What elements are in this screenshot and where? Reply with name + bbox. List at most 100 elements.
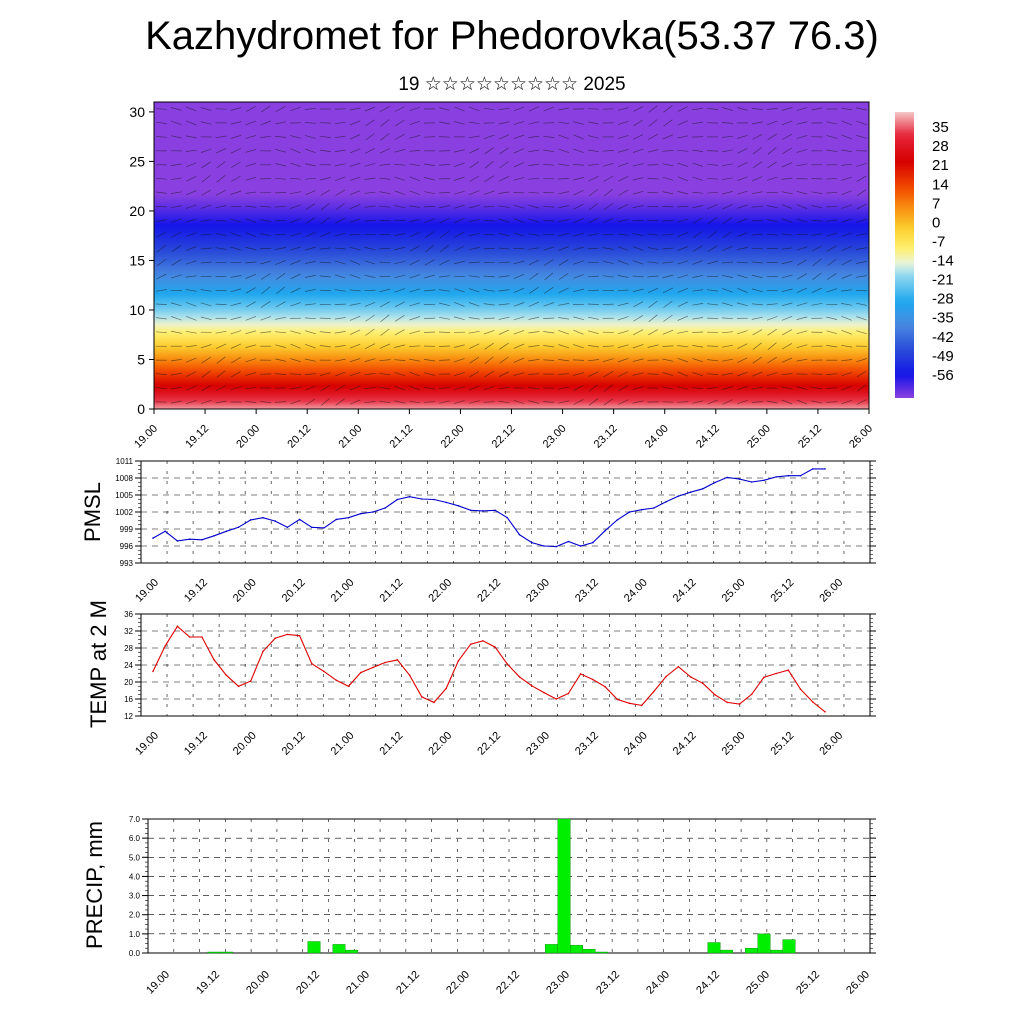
- colorbar-label: -28: [932, 291, 954, 308]
- colorbar-label: 28: [932, 138, 949, 155]
- temp-y-tick-label: 20: [124, 678, 133, 687]
- temp-point: [494, 646, 496, 648]
- pmsl-point: [518, 533, 521, 536]
- temp-point: [604, 685, 606, 688]
- temp-point: [714, 694, 716, 696]
- precip-panel: 0.0 1.0 2.0 3.0 4.0 5.0 6.0 7.0 19.00 19.12 20.00 2…: [82, 815, 876, 997]
- pmsl-x-tick-label: 20.12: [280, 577, 308, 605]
- precip-x-tick-label: 21.12: [394, 969, 422, 997]
- precip-bar: [782, 939, 796, 954]
- pmsl-point: [628, 511, 631, 513]
- precip-x-tick-label: 25.12: [794, 969, 822, 997]
- cross-section-x-tick-label: 26.00: [847, 423, 875, 451]
- temp-series: [152, 625, 826, 713]
- temp-point: [286, 633, 289, 636]
- precip-x-tick-label: 19.12: [194, 969, 222, 997]
- chart-subtitle: 19 ☆☆☆☆☆☆☆☆☆ 2025: [398, 74, 626, 95]
- temp-x-tick-label: 22.12: [475, 730, 503, 758]
- pmsl-point: [274, 520, 277, 522]
- pmsl-x-tick-label: 21.00: [329, 577, 357, 605]
- pmsl-x-tick-label: 19.12: [182, 577, 210, 605]
- pmsl-y-tick-label: 1008: [115, 474, 133, 483]
- pmsl-point: [359, 512, 362, 515]
- precip-bar: [307, 941, 321, 954]
- pmsl-point: [592, 541, 594, 544]
- colorbar-label: 35: [932, 119, 949, 136]
- pmsl-x-tick-label: 24.00: [622, 577, 650, 605]
- temp-point: [628, 702, 631, 705]
- pmsl-x-tick-label: 22.00: [426, 577, 454, 605]
- cross-section-y-tick-label: 20: [129, 203, 145, 219]
- temp-point: [188, 636, 191, 638]
- colorbar-label: -42: [932, 329, 954, 346]
- temp-x-tick-label: 25.00: [720, 730, 748, 758]
- cross-section-y-tick-label: 30: [129, 104, 145, 120]
- pmsl-line: [152, 468, 825, 548]
- cross-section-x-tick-label: 23.00: [541, 423, 569, 451]
- temp-point: [677, 665, 680, 668]
- temp-y-tick-label: 16: [124, 695, 133, 704]
- pmsl-point: [763, 479, 765, 482]
- temp-point: [616, 698, 619, 701]
- temp-x-tick-label: 25.12: [768, 730, 796, 758]
- temp-point: [384, 661, 386, 664]
- pmsl-point: [567, 540, 570, 543]
- temp-point: [274, 637, 277, 639]
- cross-section-y-tick-label: 0: [137, 401, 145, 417]
- temp-point: [408, 674, 411, 676]
- cross-section-x-tick-label: 19.12: [183, 423, 211, 451]
- temp-point: [592, 678, 594, 681]
- pmsl-point: [433, 498, 435, 501]
- temp-point: [763, 676, 765, 679]
- cross-section-x-tick-label: 20.00: [234, 423, 262, 451]
- temp-y-axis-label: TEMP at 2 M: [86, 600, 111, 728]
- precip-x-tick-label: 22.12: [494, 969, 522, 997]
- precip-bar: [545, 944, 558, 954]
- pmsl-point: [164, 530, 166, 533]
- cross-section-panel: 0 5 10 15 20 25 30 19.00 19.12 20.00 20.12 21.00 21…: [129, 101, 954, 451]
- temp-x-tick-label: 22.00: [426, 730, 454, 758]
- pmsl-point: [152, 537, 154, 539]
- colorbar-fill: [895, 112, 914, 398]
- temp-point: [225, 674, 228, 676]
- pmsl-x-tick-label: 26.00: [817, 577, 845, 605]
- pmsl-point: [677, 495, 680, 497]
- temp-y-tick-label: 12: [124, 712, 133, 721]
- pmsl-x-tick-label: 20.00: [231, 577, 259, 605]
- temp-grid: [140, 613, 871, 717]
- temp-line: [152, 625, 826, 713]
- pmsl-x-tick-label: 25.12: [768, 577, 796, 605]
- cross-section-y-ticks: 0 5 10 15 20 25 30: [129, 104, 154, 417]
- pmsl-y-axis-label: PMSL: [80, 482, 105, 542]
- pmsl-point: [335, 518, 338, 521]
- pmsl-point: [824, 468, 826, 470]
- precip-bar: [582, 949, 596, 954]
- pmsl-x-tick-label: 19.00: [133, 577, 161, 605]
- pmsl-point: [213, 535, 215, 537]
- pmsl-x-tick-label: 22.12: [475, 577, 503, 605]
- temp-point: [213, 659, 215, 661]
- precip-x-tick-label: 23.12: [594, 969, 622, 997]
- temp-point: [445, 687, 448, 690]
- temp-point: [347, 685, 350, 688]
- cross-section-x-tick-label: 22.12: [490, 423, 518, 451]
- cross-section-y-tick-label: 5: [137, 351, 145, 367]
- precip-bar: [207, 951, 221, 954]
- precip-x-tick-label: 25.00: [744, 969, 772, 997]
- temp-point: [372, 666, 374, 669]
- cross-section-y-tick-label: 15: [129, 252, 145, 268]
- colorbar-label: -21: [932, 272, 954, 289]
- pmsl-point: [445, 501, 448, 504]
- pmsl-y-tick-label: 996: [120, 542, 134, 551]
- temp-y-tick-label: 28: [124, 644, 133, 653]
- pmsl-point: [665, 501, 667, 503]
- pmsl-point: [640, 508, 643, 511]
- temp-point: [738, 703, 741, 705]
- temp-x-tick-label: 26.00: [817, 730, 845, 758]
- pmsl-point: [421, 498, 423, 500]
- colorbar-label: -35: [932, 310, 954, 327]
- pmsl-point: [653, 507, 655, 509]
- precip-bar: [707, 942, 721, 954]
- cross-section-x-tick-label: 22.00: [439, 423, 467, 451]
